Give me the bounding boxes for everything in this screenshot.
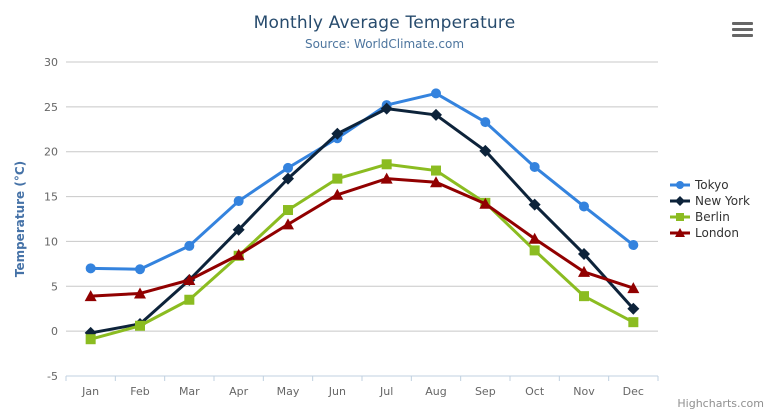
x-axis [65,375,659,381]
point-marker[interactable] [233,196,244,207]
y-tick-label: 5 [51,280,58,293]
point-marker[interactable] [578,247,590,260]
x-tick-label: Mar [179,385,200,398]
point-marker[interactable] [85,263,96,274]
point-marker[interactable] [430,108,442,121]
x-axis-labels: Jan Feb Mar Apr May Jun Jul Aug Sep Oct Nov Dec [81,385,644,398]
point-marker[interactable] [431,88,441,99]
x-tick-label: Aug [425,385,446,398]
point-marker[interactable] [380,102,393,115]
legend-item-tokyo[interactable]: Tokyo [670,177,750,193]
legend-item-berlin[interactable]: Berlin [670,209,750,225]
point-marker[interactable] [282,218,294,230]
point-marker[interactable] [84,290,97,302]
legend-item-london[interactable]: London [670,225,750,241]
y-axis-title: Temperature (°C) [13,161,27,277]
point-marker[interactable] [380,172,393,184]
chart-title: Monthly Average Temperature [253,13,516,33]
point-marker[interactable] [431,165,441,176]
legend-label: Berlin [695,210,730,224]
y-tick-label: 20 [44,146,58,159]
point-marker[interactable] [628,240,639,251]
credits-link[interactable]: Highcharts.com [677,397,764,410]
point-marker[interactable] [628,317,639,328]
point-marker[interactable] [184,294,195,305]
point-marker[interactable] [283,162,293,173]
x-tick-label: Dec [623,385,644,398]
x-tick-label: Sep [475,385,496,398]
x-tick-label: Jun [328,385,346,398]
point-marker[interactable] [135,320,145,331]
point-marker[interactable] [479,144,492,157]
series-line[interactable] [89,177,635,298]
x-tick-label: Oct [525,385,545,398]
y-tick-label: 25 [44,101,58,114]
x-tick-label: Apr [229,385,249,398]
hamburger-icon [732,34,753,37]
series-line[interactable] [89,107,635,335]
hamburger-icon [732,28,753,31]
legend-label: London [695,226,739,240]
legend-item-new-york[interactable]: New York [670,193,750,209]
hamburger-icon [732,22,753,25]
point-marker[interactable] [232,223,245,236]
y-tick-label: -5 [47,370,58,383]
legend: Tokyo New York Berlin London [670,177,750,241]
x-tick-label: May [277,385,300,398]
x-tick-label: Nov [573,385,595,398]
point-marker[interactable] [528,232,541,244]
circle-legend-marker-icon [670,181,690,189]
triangle-legend-marker-icon [670,228,690,237]
y-axis-labels: -5 0 5 10 15 20 25 30 [44,56,58,383]
point-marker[interactable] [479,197,492,209]
point-marker[interactable] [627,302,640,315]
point-marker[interactable] [430,176,442,188]
series-london[interactable] [84,172,640,302]
point-marker[interactable] [579,291,589,302]
x-tick-label: Feb [130,385,149,398]
y-tick-label: 10 [44,235,58,248]
point-marker[interactable] [579,201,589,212]
point-marker[interactable] [528,198,541,211]
point-marker[interactable] [331,127,344,140]
y-tick-label: 15 [44,191,58,204]
legend-label: New York [695,194,750,208]
point-marker[interactable] [480,117,491,128]
chart-subtitle: Source: WorldClimate.com [304,37,465,51]
series-tokyo[interactable] [85,88,639,275]
point-marker[interactable] [529,161,540,172]
point-marker[interactable] [283,205,293,216]
point-marker[interactable] [331,188,344,200]
point-marker[interactable] [332,173,343,184]
legend-label: Tokyo [695,178,729,192]
point-marker[interactable] [85,334,96,345]
point-marker[interactable] [529,245,540,256]
series-new-york[interactable] [84,102,640,339]
point-marker[interactable] [232,248,245,260]
x-tick-label: Jul [379,385,393,398]
point-marker[interactable] [627,282,640,294]
point-marker[interactable] [183,274,196,286]
diamond-legend-marker-icon [670,196,690,206]
point-marker[interactable] [134,287,146,299]
point-marker[interactable] [282,172,294,185]
point-marker[interactable] [578,265,590,277]
y-tick-label: 0 [51,325,58,338]
point-marker[interactable] [184,240,195,251]
x-tick-label: Jan [81,385,99,398]
square-legend-marker-icon [670,213,690,221]
export-menu-button[interactable] [732,22,753,37]
point-marker[interactable] [135,264,145,275]
y-tick-label: 30 [44,56,58,69]
series-line[interactable] [89,162,635,341]
point-marker[interactable] [381,159,392,170]
